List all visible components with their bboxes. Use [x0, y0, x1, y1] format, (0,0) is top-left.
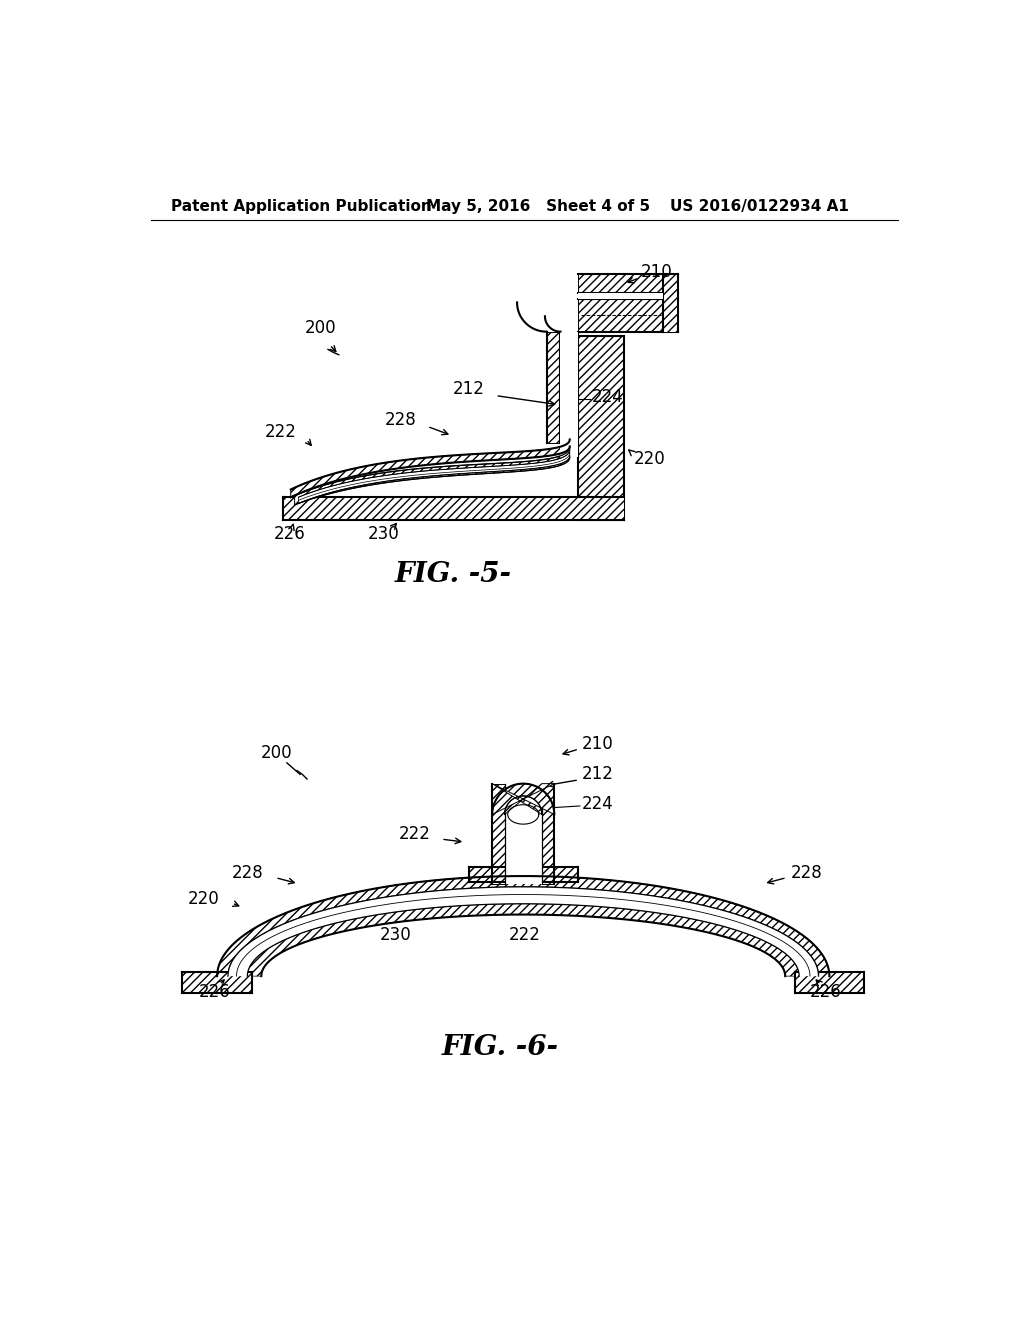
- Text: 224: 224: [582, 795, 613, 813]
- Polygon shape: [663, 275, 678, 331]
- Text: 212: 212: [453, 380, 484, 399]
- Text: 226: 226: [273, 525, 305, 543]
- Text: 228: 228: [791, 865, 822, 882]
- Polygon shape: [795, 973, 864, 993]
- Polygon shape: [299, 449, 569, 503]
- Polygon shape: [560, 331, 578, 457]
- Polygon shape: [217, 876, 829, 977]
- Text: FIG. -6-: FIG. -6-: [441, 1035, 558, 1061]
- Text: 230: 230: [380, 925, 412, 944]
- Text: Patent Application Publication: Patent Application Publication: [171, 198, 431, 214]
- Text: 210: 210: [582, 735, 613, 752]
- Text: US 2016/0122934 A1: US 2016/0122934 A1: [671, 198, 849, 214]
- Polygon shape: [578, 300, 678, 331]
- Text: 224: 224: [592, 388, 624, 407]
- Polygon shape: [248, 904, 799, 977]
- Text: 228: 228: [385, 412, 417, 429]
- Polygon shape: [578, 335, 624, 520]
- Polygon shape: [291, 440, 569, 498]
- Text: 212: 212: [582, 766, 613, 783]
- Polygon shape: [228, 887, 818, 977]
- Text: 230: 230: [368, 525, 399, 543]
- Text: 200: 200: [304, 319, 336, 337]
- Polygon shape: [578, 275, 678, 293]
- Polygon shape: [261, 915, 785, 977]
- Polygon shape: [493, 784, 505, 884]
- Polygon shape: [542, 784, 554, 884]
- Text: 222: 222: [398, 825, 430, 843]
- Text: 210: 210: [641, 264, 673, 281]
- Text: 222: 222: [509, 925, 541, 944]
- Text: 200: 200: [261, 744, 293, 762]
- Polygon shape: [493, 784, 554, 814]
- Text: FIG. -5-: FIG. -5-: [395, 561, 512, 587]
- Text: 220: 220: [187, 890, 219, 908]
- Polygon shape: [469, 867, 578, 882]
- Polygon shape: [283, 498, 624, 520]
- Text: 226: 226: [199, 982, 230, 1001]
- Polygon shape: [295, 447, 569, 506]
- Text: 226: 226: [810, 982, 842, 1001]
- Text: 222: 222: [265, 422, 297, 441]
- Polygon shape: [547, 331, 560, 444]
- Text: 220: 220: [633, 450, 665, 467]
- Polygon shape: [578, 293, 663, 300]
- Text: May 5, 2016   Sheet 4 of 5: May 5, 2016 Sheet 4 of 5: [426, 198, 650, 214]
- Bar: [505, 784, 542, 884]
- Text: 228: 228: [231, 865, 263, 882]
- Polygon shape: [182, 973, 252, 993]
